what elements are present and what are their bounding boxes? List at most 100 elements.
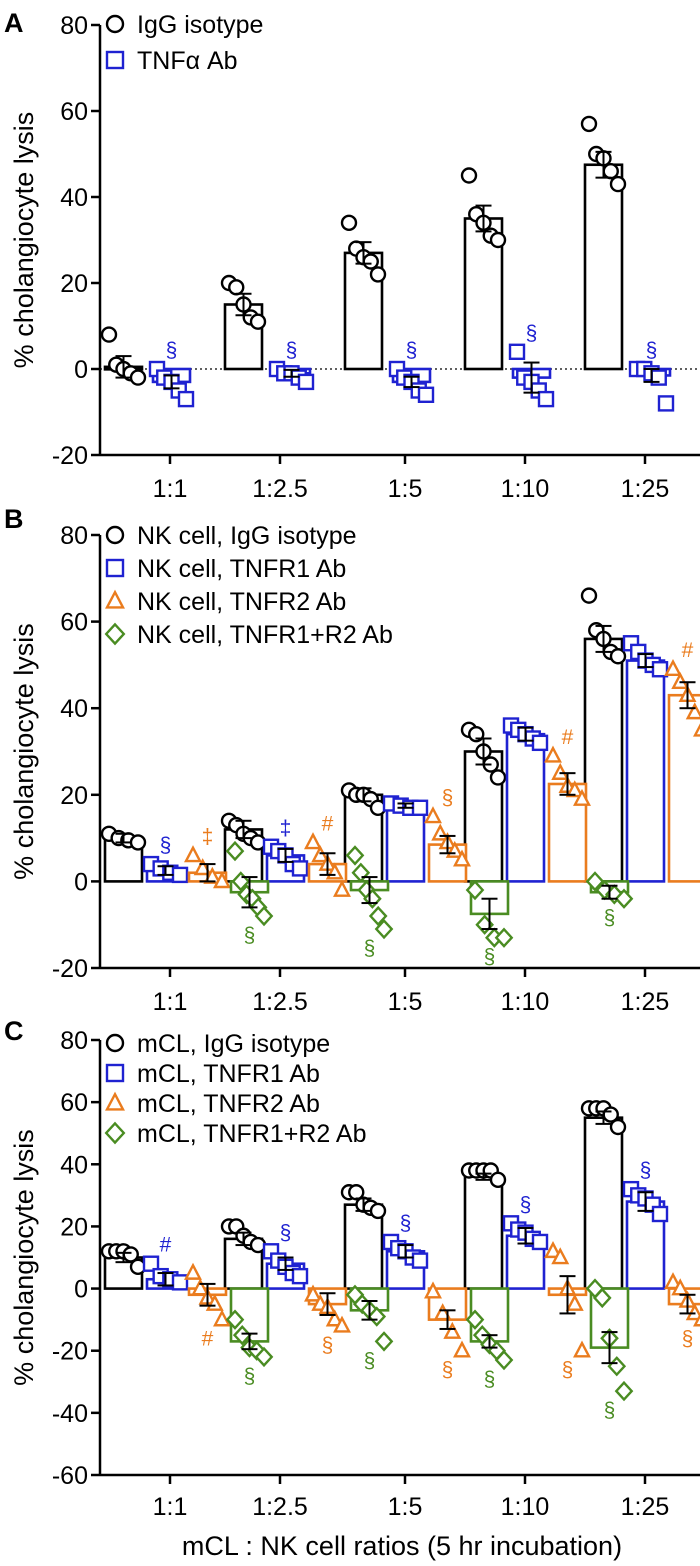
legend-label: TNFα Ab [137,47,238,75]
data-point [417,386,435,403]
significance-symbol: § [364,937,376,960]
data-point [213,871,231,889]
legend-item: TNFα Ab [105,47,238,75]
data-point [489,1171,507,1189]
panel-b: B % cholangiocyte lysis -20 0 20 40 60 80 1:1 1:… [4,504,700,1016]
y-tick-label: -20 [52,955,88,983]
data-point [184,845,202,863]
significance-symbol: § [484,946,496,969]
data-point [228,279,245,296]
x-tick-label: 1:5 [388,475,423,503]
y-tick-label: 80 [60,522,88,550]
x-axis-label: mCL : NK cell ratios (5 hr incubation) [182,1531,622,1561]
y-tick-label: -40 [52,1400,88,1428]
bar [505,732,546,883]
significance-symbol: § [526,322,538,345]
data-point [424,1281,442,1299]
data-point [171,866,189,884]
data-point [592,1287,612,1309]
significance-symbol: § [520,1193,532,1216]
data-point [609,175,627,193]
bar [385,804,426,883]
data-point [494,927,514,948]
data-point [225,1309,245,1330]
significance-symbol: ‡ [202,825,214,848]
data-point [424,806,442,824]
legend-label: mCL, IgG isotype [137,1030,330,1058]
legend-item: NK cell, IgG isotype [105,522,357,550]
panel-a: A % cholangiocyte lysis -20 0 20 40 60 80 1:1 1:… [4,8,700,503]
x-tick-label: 1:25 [621,1493,670,1521]
significance-symbol: § [244,924,256,947]
significance-symbol: § [166,339,178,362]
legend-label: NK cell, TNFR1+R2 Ab [137,621,393,649]
y-tick-label: -20 [52,1338,88,1366]
data-point [191,1278,210,1296]
data-point [203,866,222,884]
data-point [607,1356,627,1377]
data-point [443,1321,462,1339]
data-point [304,832,322,850]
data-point [465,879,485,901]
data-point [580,115,598,133]
y-axis-label: % cholangiocyte lysis [9,112,39,369]
significance-symbol: § [604,1399,616,1422]
significance-symbol: § [322,1334,334,1357]
legend-label: NK cell, TNFR2 Ab [137,588,346,616]
significance-symbol: § [364,1349,376,1372]
significance-symbol: # [202,1328,214,1351]
significance-symbol: § [682,1328,694,1351]
panel-c: C % cholangiocyte lysis -60 -40 -20 0 20 40 60 8… [4,1016,700,1521]
legend-marker [105,14,125,34]
x-tick-label: 1:10 [501,475,550,503]
bar [583,1116,624,1290]
y-tick-label: 60 [60,609,88,637]
data-point [531,1233,549,1251]
y-tick-label: -20 [52,442,88,470]
legend-label: mCL, TNFR2 Ab [137,1090,320,1118]
legend-label: mCL, TNFR1+R2 Ab [137,1120,366,1148]
y-tick-label: 40 [60,1151,88,1179]
data-point [614,888,634,909]
data-point [325,1309,344,1327]
legend-item: NK cell, TNFR2 Ab [105,588,346,616]
data-point [664,658,682,677]
legend-marker [105,558,125,578]
data-point [573,788,591,806]
data-point [291,1267,309,1285]
data-point [453,849,471,867]
legend-marker [104,622,126,646]
x-tick-label: 1:1 [153,475,188,503]
bar [625,659,666,883]
legend-marker [105,50,125,70]
legend-marker [105,525,125,545]
data-point [671,671,690,690]
data-point [193,858,212,876]
data-point [614,1380,634,1402]
bar [583,163,624,371]
data-point [369,1202,387,1220]
legend-item: NK cell, TNFR1 Ab [105,555,346,583]
x-tick-label: 1:1 [153,1493,188,1521]
data-point [411,799,429,816]
data-point [685,702,700,720]
data-point [369,266,387,283]
panel-a-letter: A [4,8,24,38]
data-point [368,905,388,927]
data-point [664,1272,682,1290]
data-point [565,780,584,798]
data-point [100,326,118,343]
significance-symbol: # [562,726,574,749]
data-point [254,1346,274,1368]
x-tick-label: 1:2.5 [252,1493,308,1521]
data-point [433,1303,452,1321]
data-point [225,840,245,862]
legend-item: NK cell, TNFR1+R2 Ab [104,621,393,649]
data-point [177,390,195,408]
data-point [544,1241,562,1259]
significance-symbol: # [160,1234,172,1257]
significance-symbol: § [640,1159,652,1182]
data-point [333,1315,351,1333]
y-axis-label: % cholangiocyte lysis [9,623,39,880]
